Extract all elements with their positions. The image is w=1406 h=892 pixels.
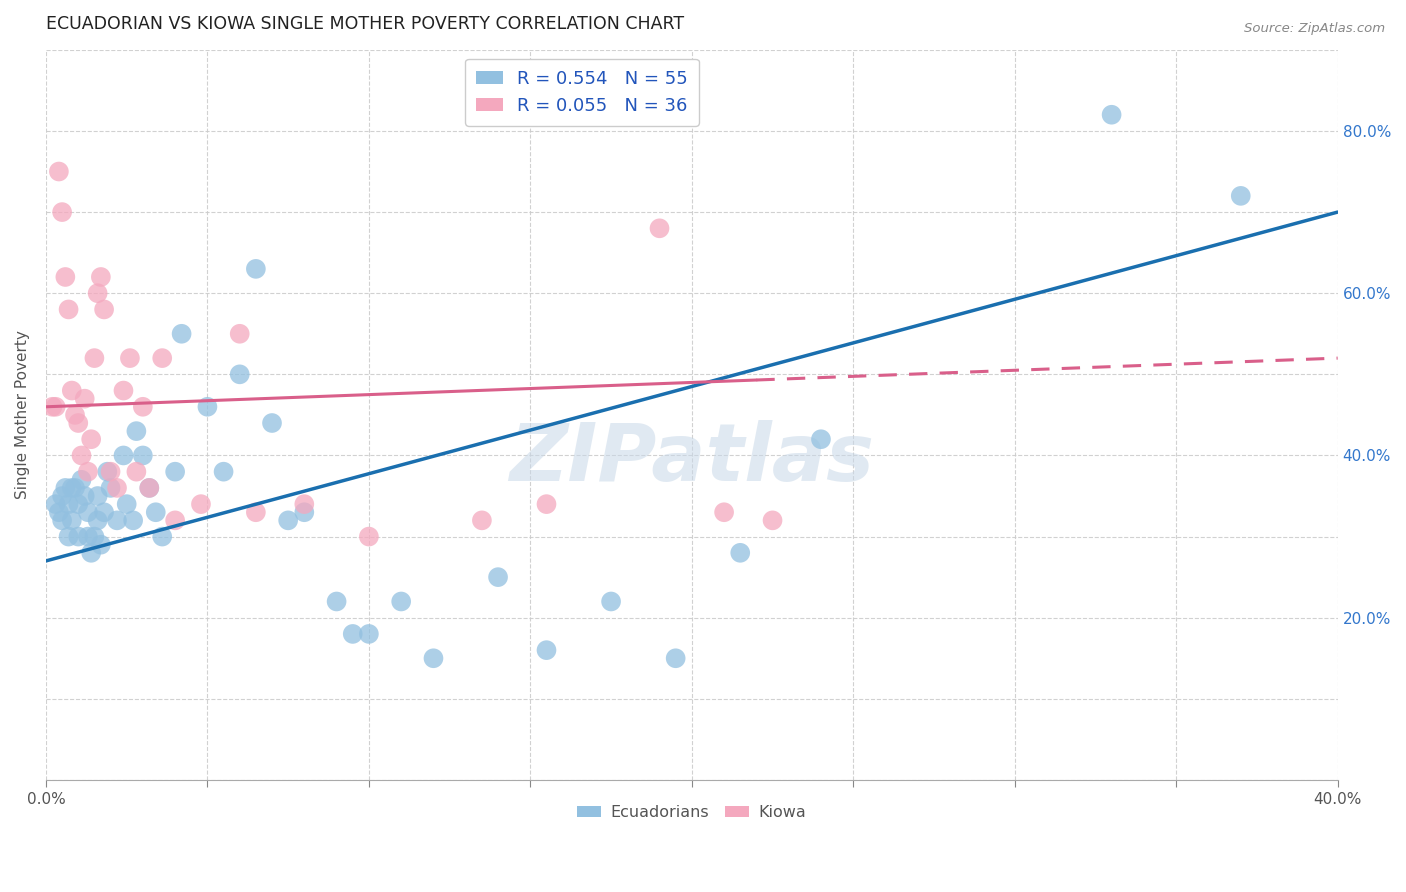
Point bbox=[115, 497, 138, 511]
Point bbox=[70, 449, 93, 463]
Point bbox=[48, 164, 70, 178]
Point bbox=[60, 481, 83, 495]
Point bbox=[1229, 189, 1251, 203]
Point bbox=[53, 270, 76, 285]
Point bbox=[112, 449, 135, 463]
Point bbox=[90, 538, 112, 552]
Point bbox=[122, 513, 145, 527]
Text: ECUADORIAN VS KIOWA SINGLE MOTHER POVERTY CORRELATION CHART: ECUADORIAN VS KIOWA SINGLE MOTHER POVERT… bbox=[46, 15, 685, 33]
Point bbox=[53, 481, 76, 495]
Point bbox=[342, 627, 364, 641]
Point bbox=[60, 384, 83, 398]
Point bbox=[245, 505, 267, 519]
Point bbox=[357, 530, 380, 544]
Point bbox=[145, 505, 167, 519]
Point bbox=[138, 481, 160, 495]
Point bbox=[245, 261, 267, 276]
Point bbox=[73, 392, 96, 406]
Point bbox=[63, 481, 86, 495]
Point bbox=[212, 465, 235, 479]
Point bbox=[150, 530, 173, 544]
Point bbox=[83, 530, 105, 544]
Point bbox=[197, 400, 219, 414]
Point bbox=[132, 449, 155, 463]
Point bbox=[58, 530, 80, 544]
Point bbox=[665, 651, 688, 665]
Point bbox=[648, 221, 671, 235]
Point bbox=[150, 351, 173, 365]
Point bbox=[67, 416, 90, 430]
Legend: Ecuadorians, Kiowa: Ecuadorians, Kiowa bbox=[571, 799, 813, 827]
Point bbox=[325, 594, 347, 608]
Point bbox=[100, 465, 122, 479]
Text: ZIPatlas: ZIPatlas bbox=[509, 420, 875, 498]
Point bbox=[67, 530, 90, 544]
Point bbox=[80, 432, 103, 446]
Point bbox=[112, 384, 135, 398]
Point bbox=[63, 408, 86, 422]
Point bbox=[73, 489, 96, 503]
Point bbox=[165, 465, 187, 479]
Point bbox=[77, 465, 100, 479]
Point bbox=[1101, 108, 1123, 122]
Point bbox=[389, 594, 412, 608]
Point bbox=[51, 205, 73, 219]
Point bbox=[58, 497, 80, 511]
Point bbox=[118, 351, 141, 365]
Point bbox=[105, 513, 128, 527]
Point bbox=[83, 351, 105, 365]
Y-axis label: Single Mother Poverty: Single Mother Poverty bbox=[15, 330, 30, 500]
Point bbox=[536, 497, 558, 511]
Point bbox=[70, 473, 93, 487]
Point bbox=[100, 481, 122, 495]
Point bbox=[60, 513, 83, 527]
Point bbox=[86, 286, 108, 301]
Point bbox=[422, 651, 444, 665]
Point bbox=[45, 400, 67, 414]
Point bbox=[125, 465, 148, 479]
Point bbox=[93, 302, 115, 317]
Point bbox=[260, 416, 283, 430]
Point bbox=[51, 489, 73, 503]
Point bbox=[77, 530, 100, 544]
Point bbox=[80, 546, 103, 560]
Point bbox=[228, 368, 250, 382]
Point bbox=[292, 505, 315, 519]
Point bbox=[471, 513, 494, 527]
Point bbox=[86, 513, 108, 527]
Point bbox=[96, 465, 118, 479]
Text: Source: ZipAtlas.com: Source: ZipAtlas.com bbox=[1244, 22, 1385, 36]
Point bbox=[105, 481, 128, 495]
Point bbox=[41, 400, 63, 414]
Point bbox=[132, 400, 155, 414]
Point bbox=[58, 302, 80, 317]
Point bbox=[600, 594, 623, 608]
Point bbox=[228, 326, 250, 341]
Point bbox=[761, 513, 783, 527]
Point bbox=[536, 643, 558, 657]
Point bbox=[190, 497, 212, 511]
Point bbox=[48, 505, 70, 519]
Point bbox=[138, 481, 160, 495]
Point bbox=[86, 489, 108, 503]
Point bbox=[45, 497, 67, 511]
Point bbox=[170, 326, 193, 341]
Point bbox=[67, 497, 90, 511]
Point bbox=[90, 270, 112, 285]
Point bbox=[51, 513, 73, 527]
Point bbox=[77, 505, 100, 519]
Point bbox=[810, 432, 832, 446]
Point bbox=[713, 505, 735, 519]
Point bbox=[357, 627, 380, 641]
Point bbox=[292, 497, 315, 511]
Point bbox=[165, 513, 187, 527]
Point bbox=[277, 513, 299, 527]
Point bbox=[125, 424, 148, 438]
Point bbox=[93, 505, 115, 519]
Point bbox=[486, 570, 509, 584]
Point bbox=[728, 546, 751, 560]
